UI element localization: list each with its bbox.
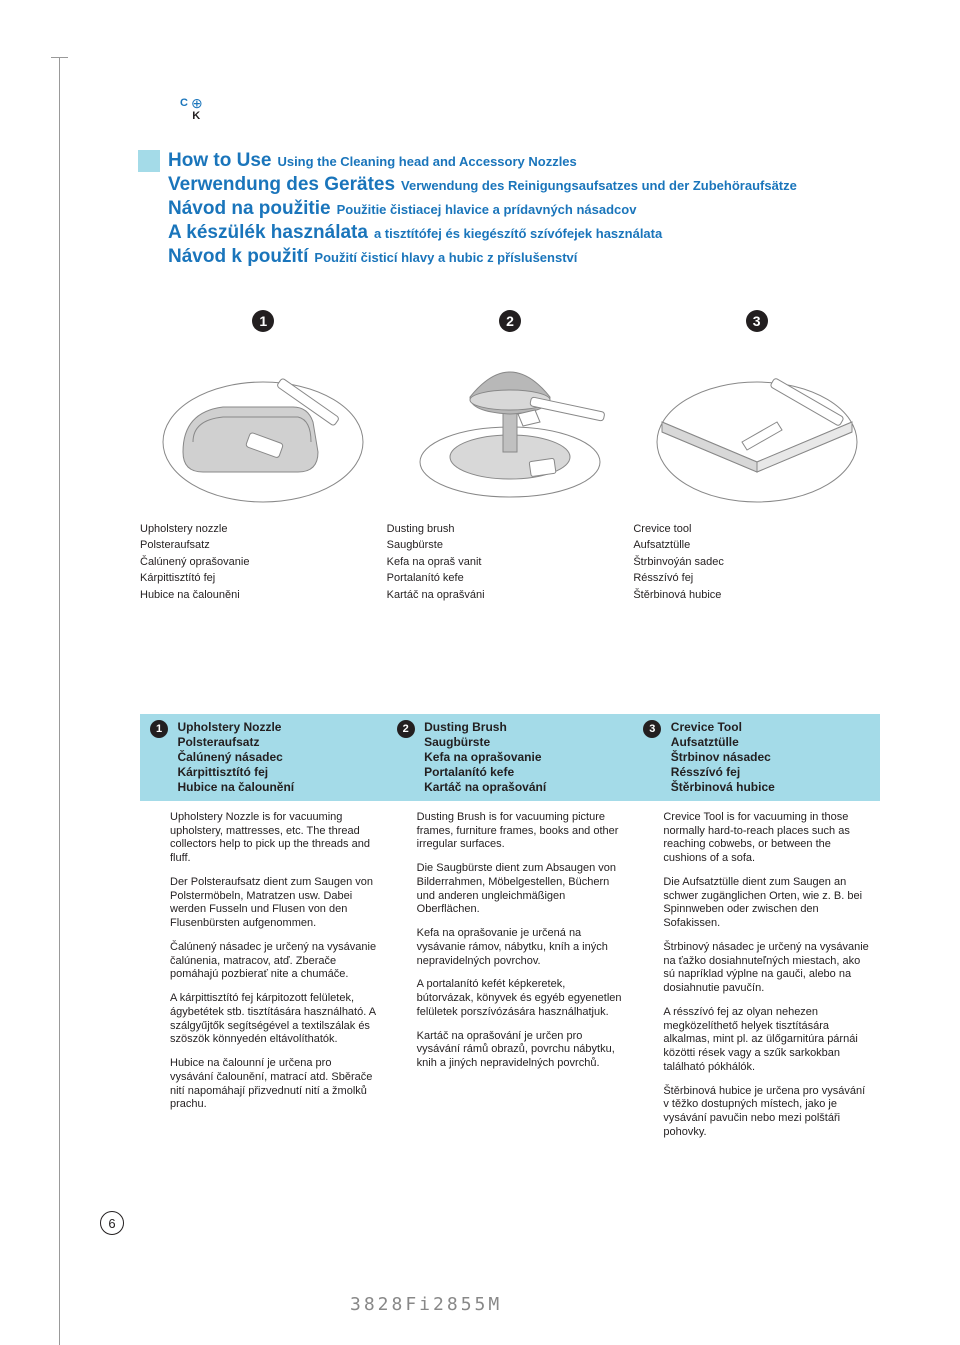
circle-number-3: 3: [746, 310, 768, 332]
band-col-3: 3 Crevice Tool Aufsatztülle Štrbinov nás…: [633, 720, 880, 795]
label-text: Hubice na čalouněni: [140, 588, 387, 603]
label-row: Upholstery nozzle Polsteraufsatz Čalúnen…: [140, 522, 880, 604]
label-text: Crevice tool: [633, 522, 880, 537]
upholstery-illustration: [153, 342, 373, 512]
title-block: How to Use Using the Cleaning head and A…: [138, 150, 900, 270]
blue-heading-band: 1 Upholstery Nozzle Polsteraufsatz Čalún…: [140, 714, 880, 801]
label-text: Polsteraufsatz: [140, 538, 387, 553]
label-text: Saugbürste: [387, 538, 634, 553]
title-main: Návod k použití: [168, 246, 308, 268]
title-row: Verwendung des Gerätes Verwendung des Re…: [168, 174, 797, 196]
band-col-2: 2 Dusting Brush Saugbürste Kefa na opraš…: [387, 720, 634, 795]
label-text: Upholstery nozzle: [140, 522, 387, 537]
band-line: Kartáč na oprašování: [424, 780, 546, 795]
title-row: Návod k použití Použití čisticí hlavy a …: [168, 246, 797, 268]
label-text: Štěrbinová hubice: [633, 588, 880, 603]
desc-para: Štěrbinová hubice je určena pro vysávání…: [663, 1085, 870, 1140]
band-number-2: 2: [397, 720, 415, 738]
desc-para: Štrbinový násadec je určený na vysávanie…: [663, 941, 870, 996]
band-line: Dusting Brush: [424, 720, 546, 735]
desc-para: Kefa na oprašovanie je určená na vysávan…: [417, 927, 624, 968]
band-title-3: Crevice Tool Aufsatztülle Štrbinov násad…: [671, 720, 775, 795]
diagram-row: 1 2: [140, 310, 880, 512]
label-text: Štrbinvoýán sadec: [633, 555, 880, 570]
title-main: Návod na použitie: [168, 198, 331, 220]
desc-para: Die Aufsatztülle dient zum Saugen an sch…: [663, 876, 870, 931]
margin-line: [59, 57, 60, 1345]
desc-para: Crevice Tool is for vacuuming in those n…: [663, 811, 870, 866]
band-title-2: Dusting Brush Saugbürste Kefa na oprašov…: [424, 720, 546, 795]
label-text: Kefa na opraš vanit: [387, 555, 634, 570]
circle-number-1: 1: [252, 310, 274, 332]
footer-code: 3828Fi2855M: [350, 1294, 502, 1315]
circle-number-2: 2: [499, 310, 521, 332]
label-text: Kartáč na oprašváni: [387, 588, 634, 603]
title-main: How to Use: [168, 150, 271, 172]
title-row: Návod na použitie Použitie čistiacej hla…: [168, 198, 797, 220]
title-main: Verwendung des Gerätes: [168, 174, 395, 196]
desc-col-2: Dusting Brush is for vacuuming picture f…: [387, 811, 634, 1150]
desc-para: Die Saugbürste dient zum Absaugen von Bi…: [417, 862, 624, 917]
diagram-upholstery: 1: [140, 310, 387, 512]
cross-icon: ⊕: [191, 95, 203, 111]
title-main: A készülék használata: [168, 222, 368, 244]
desc-col-1: Upholstery Nozzle is for vacuuming uphol…: [140, 811, 387, 1150]
band-line: Saugbürste: [424, 735, 546, 750]
k-letter: K: [192, 110, 200, 122]
band-line: Čalúnený násadec: [177, 750, 294, 765]
band-line: Kefa na oprašovanie: [424, 750, 546, 765]
band-number-1: 1: [150, 720, 168, 738]
desc-para: Čalúnený násadec je určený na vysávanie …: [170, 941, 377, 982]
band-line: Štrbinov násadec: [671, 750, 775, 765]
desc-para: Kartáč na oprašování je určen pro vysává…: [417, 1030, 624, 1071]
band-line: Résszívó fej: [671, 765, 775, 780]
desc-para: A résszívó fej az olyan nehezen megközel…: [663, 1006, 870, 1075]
desc-para: Dusting Brush is for vacuuming picture f…: [417, 811, 624, 852]
margin-tick: [51, 57, 68, 58]
band-number-3: 3: [643, 720, 661, 738]
title-sub: Verwendung des Reinigungsaufsatzes und d…: [401, 178, 797, 193]
label-text: Dusting brush: [387, 522, 634, 537]
band-line: Portalanító kefe: [424, 765, 546, 780]
band-line: Upholstery Nozzle: [177, 720, 294, 735]
dusting-illustration: [400, 342, 620, 512]
band-line: Hubice na čalounění: [177, 780, 294, 795]
label-col-1: Upholstery nozzle Polsteraufsatz Čalúnen…: [140, 522, 387, 604]
band-title-1: Upholstery Nozzle Polsteraufsatz Čalúnen…: [177, 720, 294, 795]
band-line: Štěrbinová hubice: [671, 780, 775, 795]
title-sub: Použití čisticí hlavy a hubic z přísluše…: [314, 250, 577, 265]
label-col-2: Dusting brush Saugbürste Kefa na opraš v…: [387, 522, 634, 604]
manual-page: C ⊕ K How to Use Using the Cleaning head…: [0, 0, 960, 1345]
label-text: Aufsatztülle: [633, 538, 880, 553]
label-text: Portalanító kefe: [387, 571, 634, 586]
title-sub: Using the Cleaning head and Accessory No…: [277, 154, 576, 169]
title-accent-box: [138, 150, 160, 172]
desc-para: Hubice na čalounní je určena pro vysáván…: [170, 1057, 377, 1112]
title-row: How to Use Using the Cleaning head and A…: [168, 150, 797, 172]
c-letter: C: [180, 97, 188, 109]
label-text: Čalúnený oprašovanie: [140, 555, 387, 570]
band-line: Crevice Tool: [671, 720, 775, 735]
band-line: Kárpittisztító fej: [177, 765, 294, 780]
diagram-dusting: 2: [387, 310, 634, 512]
label-text: Kárpittisztító fej: [140, 571, 387, 586]
diagram-crevice: 3: [633, 310, 880, 512]
title-row: A készülék használata a tisztítófej és k…: [168, 222, 797, 244]
desc-para: A kárpittisztító fej kárpitozott felület…: [170, 992, 377, 1047]
desc-para: Upholstery Nozzle is for vacuuming uphol…: [170, 811, 377, 866]
label-text: Résszívó fej: [633, 571, 880, 586]
band-line: Aufsatztülle: [671, 735, 775, 750]
band-col-1: 1 Upholstery Nozzle Polsteraufsatz Čalún…: [140, 720, 387, 795]
desc-col-3: Crevice Tool is for vacuuming in those n…: [633, 811, 880, 1150]
page-number: 6: [100, 1211, 124, 1235]
desc-para: A portalanító kefét képkeretek, bútorváz…: [417, 978, 624, 1019]
crevice-illustration: [647, 342, 867, 512]
description-block: Upholstery Nozzle is for vacuuming uphol…: [140, 811, 880, 1150]
label-col-3: Crevice tool Aufsatztülle Štrbinvoýán sa…: [633, 522, 880, 604]
title-sub: Použitie čistiacej hlavice a prídavných …: [337, 202, 637, 217]
desc-para: Der Polsteraufsatz dient zum Saugen von …: [170, 876, 377, 931]
ck-registration-mark: C ⊕ K: [180, 93, 203, 122]
title-sub: a tisztítófej és kiegészítő szívófejek h…: [374, 226, 662, 241]
band-line: Polsteraufsatz: [177, 735, 294, 750]
